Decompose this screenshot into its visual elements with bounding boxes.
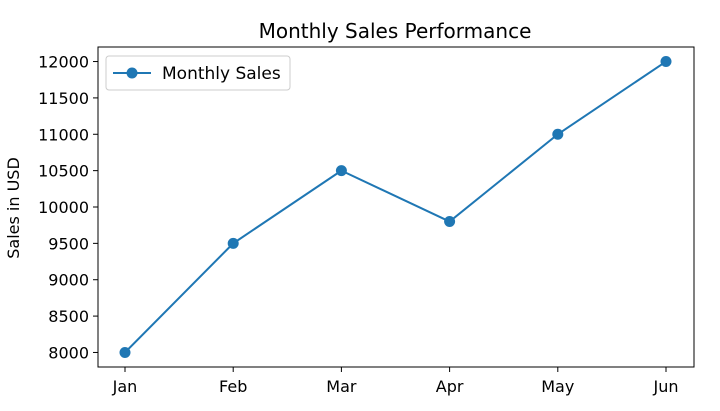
x-tick-label: Apr (436, 377, 464, 396)
y-axis-label: Sales in USD (4, 157, 23, 259)
x-axis: Jan Feb Mar Apr May Jun (112, 367, 679, 396)
y-tick-label: 10000 (38, 198, 89, 217)
y-tick-label: 8500 (48, 307, 89, 326)
x-tick-label: Mar (326, 377, 357, 396)
x-tick-label: Jun (653, 377, 679, 396)
data-point-marker (660, 56, 672, 68)
y-tick-label: 10500 (38, 162, 89, 181)
y-tick-label: 9000 (48, 271, 89, 290)
plot-area-frame (97, 46, 695, 368)
series-layer (119, 56, 672, 358)
data-point-marker (444, 216, 456, 228)
data-point-marker (119, 346, 131, 358)
y-tick-label: 11500 (38, 89, 89, 108)
legend-entry-label: Monthly Sales (162, 64, 281, 84)
y-tick-label: 8000 (48, 343, 89, 362)
x-tick-label: Feb (219, 377, 247, 396)
data-point-marker (227, 237, 239, 249)
y-axis: 8000 8500 9000 9500 10000 10500 11000 11500 1200… (38, 53, 98, 362)
legend-frame (105, 55, 291, 91)
legend-marker-sample (126, 67, 138, 79)
data-point-marker (335, 165, 347, 177)
y-tick-label: 9500 (48, 234, 89, 253)
chart-title: Monthly Sales Performance (259, 19, 532, 43)
x-tick-label: Jan (112, 377, 138, 396)
y-tick-label: 11000 (38, 125, 89, 144)
y-tick-label: 12000 (38, 53, 89, 72)
data-point-marker (552, 128, 564, 140)
series-line (124, 60, 667, 354)
x-tick-label: May (541, 377, 574, 396)
legend: Monthly Sales (105, 55, 291, 91)
